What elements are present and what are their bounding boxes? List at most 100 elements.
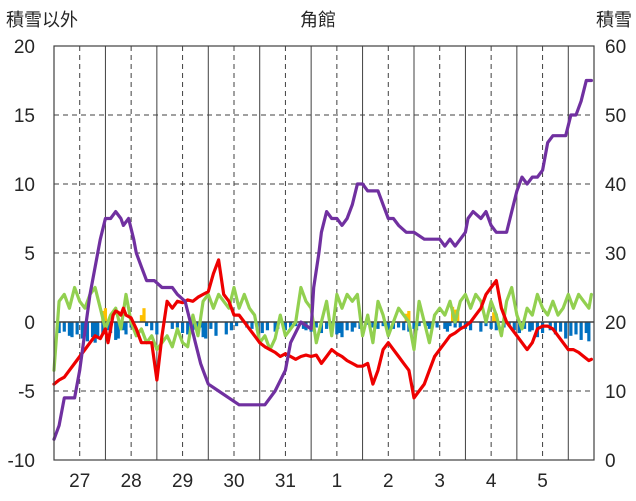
precipitation-bar (435, 322, 439, 328)
precipitation-bar (273, 322, 277, 332)
precipitation-bar (90, 322, 95, 338)
precipitation-bar (229, 322, 234, 331)
right-y-tick-label: 40 (605, 175, 626, 196)
x-ticks: 27 28 29 30 31 1 2 3 4 5 (69, 471, 548, 492)
x-tick-label: 28 (121, 471, 142, 492)
precipitation-bar (175, 322, 180, 328)
precipitation-bar (484, 322, 488, 327)
precipitation-bar (345, 322, 349, 331)
precipitation-bar (468, 322, 473, 331)
right-y-tick-label: 10 (605, 382, 626, 403)
precipitation-bar (574, 322, 578, 335)
precipitation-bar (75, 322, 79, 335)
precipitation-bar (517, 322, 522, 334)
precipitation-bar (427, 322, 432, 329)
precipitation-bar (558, 322, 563, 332)
precipitation-bar (553, 322, 558, 335)
sunshine-bar (492, 312, 496, 322)
precipitation-bar (283, 322, 288, 331)
precipitation-bar (489, 322, 493, 329)
precipitation-bar (150, 322, 154, 331)
precipitation-bar (250, 322, 254, 329)
left-y-tick-label: -10 (8, 451, 35, 472)
precipitation-bar (402, 322, 406, 331)
precipitation-bar (57, 322, 61, 334)
precipitation-bar (67, 322, 72, 336)
precipitation-bar (530, 322, 534, 331)
left-axis-title: 積雪以外 (6, 10, 78, 31)
snow_depth-line (52, 78, 593, 441)
precipitation-bar (522, 322, 527, 329)
right-y-tick-label: 50 (605, 106, 626, 127)
precipitation-bar (201, 322, 205, 338)
precipitation-bar (512, 322, 516, 331)
precipitation-bar (180, 322, 185, 334)
sunshine-bar (139, 315, 144, 322)
precipitation-bar (62, 322, 66, 332)
x-tick-label: 27 (69, 471, 90, 492)
precipitation-bar (353, 322, 357, 328)
right-y-tick-label: 30 (605, 244, 626, 265)
precipitation-bar (453, 322, 457, 328)
plot-frame (53, 45, 595, 461)
precipitation-bar (340, 322, 344, 338)
precipitation-bar (396, 322, 401, 328)
sunshine-bar (142, 308, 146, 322)
x-tick-label: 31 (275, 471, 296, 492)
left-y-ticks: 20 15 10 5 0 -5 -10 (8, 37, 35, 472)
sunshine-bar (407, 310, 411, 322)
precipitation-bar (96, 322, 100, 339)
precipitation-bar (209, 322, 213, 329)
precipitation-bar (186, 322, 190, 335)
precipitation-bar (412, 322, 416, 329)
precipitation-bar (234, 322, 239, 327)
precipitation-bar (80, 322, 84, 339)
precipitation-bar (350, 322, 354, 332)
precipitation-bar (569, 322, 573, 336)
precipitation-bar (170, 322, 174, 329)
left-y-tick-label: 15 (14, 106, 35, 127)
precipitation-bar (371, 322, 375, 328)
left-y-tick-label: 0 (24, 313, 35, 334)
precipitation-bar (458, 322, 462, 328)
right-y-ticks: 60 50 40 30 20 10 0 (605, 37, 626, 472)
chart-title: 角館 (300, 10, 336, 31)
right-y-tick-label: 60 (605, 37, 626, 58)
x-tick-label: 29 (172, 471, 193, 492)
precipitation-bar (479, 322, 483, 332)
precipitation-bar (288, 322, 293, 328)
precipitation-bar (584, 322, 588, 334)
sunshine-bar (103, 308, 108, 322)
precipitation-bar (116, 322, 120, 339)
precipitation-bar (528, 322, 532, 332)
x-tick-label: 30 (223, 471, 244, 492)
series-lines (52, 78, 593, 441)
precipitation-bar (204, 322, 208, 339)
precipitation-bar (101, 322, 105, 335)
precipitation-bar (121, 322, 126, 331)
x-tick-label: 4 (486, 471, 497, 492)
precipitation-bar (587, 322, 591, 342)
precipitation-bar (214, 322, 218, 336)
precipitation-bar (425, 322, 429, 327)
x-tick-label: 1 (332, 471, 343, 492)
precipitation-bar (260, 322, 264, 334)
precipitation-bar (314, 322, 318, 328)
x-tick-label: 5 (537, 471, 548, 492)
right-axis-title: 積雪 (596, 10, 632, 31)
precipitation-bar (224, 322, 228, 335)
precipitation-bar (386, 322, 390, 331)
precipitation-bar (337, 322, 342, 334)
precipitation-bar (93, 322, 97, 343)
precipitation-bar (335, 322, 339, 335)
precipitation-bar (85, 322, 90, 342)
left-y-tick-label: -5 (18, 382, 35, 403)
precipitation-bar (381, 322, 385, 327)
right-y-tick-label: 0 (605, 451, 616, 472)
precipitation-bar (265, 322, 270, 331)
precipitation-bar (376, 322, 380, 329)
precipitation-bar (417, 322, 421, 327)
precipitation-bar (124, 322, 128, 335)
x-tick-label: 3 (434, 471, 445, 492)
right-y-tick-label: 20 (605, 313, 626, 334)
